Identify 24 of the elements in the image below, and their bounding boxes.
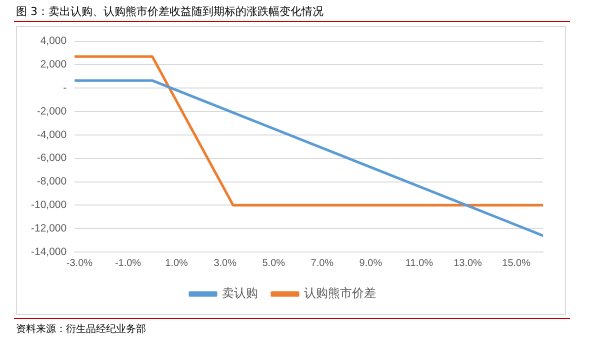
x-tick-label: 1.0% (165, 258, 188, 269)
legend-label: 卖认购 (222, 286, 258, 300)
chart-title: 图 3：卖出认购、认购熊市价差收益随到期标的涨跌幅变化情况 (16, 4, 324, 19)
x-tick-label: 5.0% (262, 258, 286, 269)
x-tick-label: -1.0% (114, 258, 142, 269)
x-tick-label: 3.0% (214, 258, 237, 269)
x-tick-label: 9.0% (359, 258, 382, 269)
x-tick-label: 11.0% (405, 258, 434, 269)
text: 资料来源：衍生品经纪业务部 (16, 322, 146, 336)
y-tick-label: - (63, 82, 68, 94)
y-tick-label: -10,000 (30, 199, 67, 212)
y-tick-label: -8,000 (36, 176, 67, 188)
y-tick-label: -12,000 (30, 222, 67, 234)
x-tick-label: 7.0% (310, 258, 334, 269)
y-tick-label: -4,000 (36, 128, 67, 141)
y-tick-label: -6,000 (36, 152, 67, 164)
x-tick-label: -3.0% (66, 258, 93, 269)
y-tick-label: -14,000 (30, 246, 67, 258)
y-tick-label: -2,000 (36, 105, 67, 118)
x-tick-label: 13.0% (454, 258, 482, 269)
x-tick-label: 15.0% (502, 258, 531, 269)
legend-label: 认购熊市价差 (304, 286, 376, 300)
y-tick-label: 2,000 (40, 58, 67, 71)
y-tick-label: 4,000 (40, 35, 67, 48)
